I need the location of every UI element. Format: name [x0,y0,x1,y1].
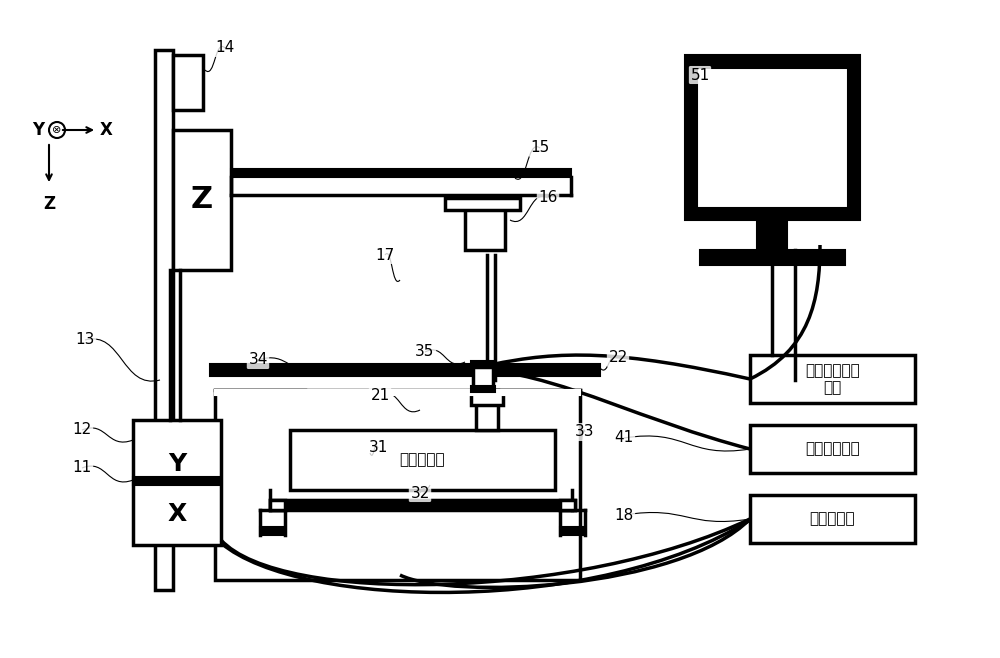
Text: Z: Z [191,186,213,215]
FancyBboxPatch shape [750,495,915,543]
FancyBboxPatch shape [750,425,915,473]
Bar [471,361,495,367]
Text: 16: 16 [538,191,558,205]
Bar [445,198,520,210]
Bar [210,364,600,376]
Text: X: X [167,502,187,526]
Text: Y: Y [168,452,186,476]
FancyBboxPatch shape [133,420,221,545]
Text: 32: 32 [410,486,430,501]
FancyBboxPatch shape [155,50,173,590]
Text: 15: 15 [530,141,550,155]
Bar [231,169,571,177]
FancyBboxPatch shape [471,393,503,405]
Text: Y: Y [32,121,44,139]
Text: 41: 41 [614,430,634,445]
Text: 12: 12 [72,422,92,438]
Text: ⊗: ⊗ [52,125,62,135]
Bar [270,500,575,510]
Bar [270,500,285,510]
FancyBboxPatch shape [290,430,555,490]
Bar [700,250,845,265]
Text: 33: 33 [575,424,595,440]
Text: 14: 14 [215,41,235,55]
FancyBboxPatch shape [476,390,498,430]
Bar [471,386,495,392]
Bar [757,220,787,250]
FancyBboxPatch shape [750,355,915,403]
FancyBboxPatch shape [465,205,505,250]
FancyBboxPatch shape [173,130,231,270]
Bar [685,55,860,220]
Bar [560,500,575,510]
Text: 18: 18 [614,507,634,522]
Bar [260,527,285,535]
FancyBboxPatch shape [173,55,203,110]
Text: 17: 17 [375,247,395,263]
Text: 21: 21 [370,388,390,403]
Text: 11: 11 [72,461,92,476]
Bar [697,68,848,208]
Bar [215,390,580,395]
Text: 13: 13 [75,332,95,347]
Text: X: X [100,121,113,139]
Bar [133,476,221,484]
Text: 35: 35 [415,345,435,359]
FancyBboxPatch shape [473,367,493,387]
FancyBboxPatch shape [215,390,580,580]
Text: 电机控制器: 电机控制器 [810,511,855,526]
Text: 34: 34 [248,353,268,368]
Bar [270,500,575,510]
Text: 22: 22 [608,351,628,365]
Text: 电池测试系统: 电池测试系统 [805,442,860,457]
Text: 磁场数据采集
系统: 磁场数据采集 系统 [805,363,860,395]
Text: 待测电池组: 待测电池组 [400,453,445,467]
Text: Z: Z [43,195,55,213]
Text: 31: 31 [368,440,388,455]
Bar [560,527,585,535]
Text: 51: 51 [690,68,710,82]
